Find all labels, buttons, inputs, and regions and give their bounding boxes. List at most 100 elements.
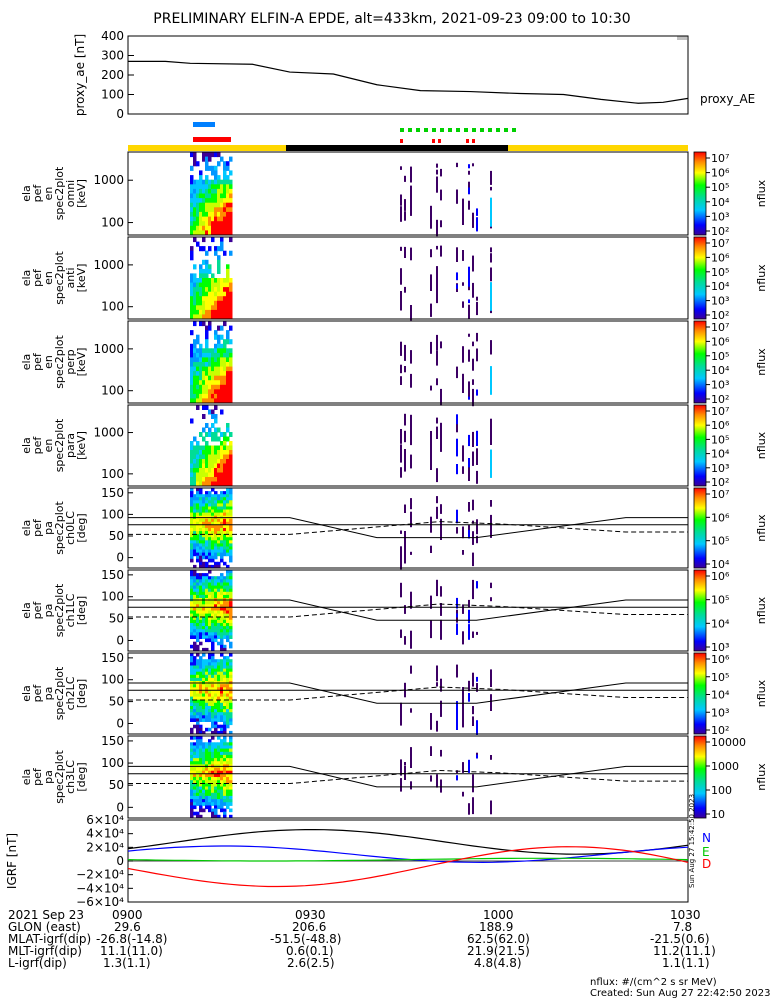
spec-cell	[199, 494, 203, 498]
spec-cell	[220, 789, 224, 794]
spec-cell	[223, 758, 227, 762]
yellow-track-right	[508, 145, 688, 151]
spec-cell	[199, 305, 203, 311]
spec-cell	[220, 601, 224, 605]
spec-cell	[199, 389, 203, 395]
spec-cell	[220, 641, 224, 646]
spec-cell	[214, 811, 218, 816]
panel-ylabel-word: spec2plot	[53, 335, 66, 389]
spec-cell	[196, 357, 200, 363]
spec-cell	[217, 684, 221, 688]
spec-cell	[193, 309, 197, 315]
spec-feature	[400, 702, 402, 716]
spec-cell	[199, 736, 203, 740]
spec-cell	[220, 607, 224, 611]
spec-cell	[202, 393, 206, 399]
cbar-tick-label: 10⁵	[711, 266, 729, 279]
spec-cell	[208, 152, 212, 158]
spec-feature	[430, 595, 432, 609]
spec-cell	[193, 724, 197, 729]
spec-cell	[220, 591, 224, 596]
spec-cell	[205, 751, 209, 756]
spec-cell	[214, 814, 218, 819]
cbar-tick-label: 10⁶	[711, 511, 730, 524]
spec-cell	[202, 282, 206, 288]
spec-cell	[202, 684, 206, 688]
spec-cell	[193, 789, 197, 794]
spec-cell	[229, 814, 233, 819]
spec-cell	[190, 300, 194, 306]
spec-cell	[193, 509, 197, 514]
spec-cell	[208, 445, 212, 451]
spec-cell	[214, 709, 218, 713]
spec-cell	[226, 789, 230, 794]
spec-cell	[214, 808, 218, 813]
spec-cell	[193, 549, 197, 554]
spec-cell	[208, 202, 212, 208]
spec-cell	[199, 555, 203, 560]
spec-cell	[208, 684, 212, 688]
spec-cell	[217, 259, 221, 265]
spec-cell	[190, 616, 194, 621]
spec-cell	[223, 795, 227, 800]
spec-cell	[190, 610, 194, 615]
spec-cell	[211, 348, 215, 354]
spec-cell	[220, 463, 224, 469]
spec-cell	[223, 528, 227, 532]
spec-cell	[199, 773, 203, 778]
spec-cell	[208, 653, 212, 657]
spec-feature	[430, 205, 432, 222]
spec-cell	[205, 754, 209, 759]
spec-cell	[211, 811, 215, 816]
spec-cell	[193, 450, 197, 455]
spec-cell	[208, 463, 212, 469]
spec-cell	[196, 585, 200, 590]
spec-cell	[211, 152, 215, 158]
spec-cell	[226, 792, 230, 797]
spec-cell	[214, 432, 218, 437]
spec-cell	[199, 481, 203, 487]
spec-cell	[205, 221, 209, 227]
spec-cell	[202, 543, 206, 547]
spec-cell	[214, 687, 218, 691]
igrf-tick-label: −2×10⁴	[76, 868, 124, 882]
spec-cell	[217, 384, 221, 390]
cbar-tick-label: 10⁴	[711, 280, 730, 293]
igrf-tick-label: 6×10⁴	[86, 813, 124, 827]
spec-feature	[462, 791, 464, 797]
spec-cell	[217, 616, 221, 621]
spec-cell	[202, 528, 206, 532]
cbar-tick-label: 10²	[711, 309, 729, 322]
spec-feature	[436, 276, 438, 290]
spec-cell	[211, 273, 215, 279]
spec-cell	[190, 549, 194, 554]
spec-feature	[476, 720, 478, 735]
spec-cell	[220, 325, 224, 331]
spec-cell	[199, 696, 203, 701]
spec-cell	[211, 641, 215, 646]
spec-cell	[226, 207, 230, 213]
spec-feature	[462, 445, 464, 462]
spec-cell	[226, 613, 230, 618]
spec-cell	[199, 546, 203, 551]
colorbar	[693, 735, 707, 819]
spec-cell	[202, 659, 206, 663]
spec-cell	[211, 754, 215, 759]
spec-cell	[196, 540, 200, 544]
spec-cell	[214, 221, 218, 227]
green-dash	[512, 128, 516, 132]
spec-cell	[190, 500, 194, 504]
spec-cell	[199, 632, 203, 636]
spec-cell	[220, 644, 224, 649]
green-dash	[496, 128, 500, 132]
spec-cell	[229, 808, 233, 813]
spec-cell	[229, 518, 233, 523]
spec-cell	[226, 534, 230, 538]
spec-cell	[223, 193, 227, 199]
spec-cell	[190, 250, 194, 256]
spec-cell	[214, 175, 218, 181]
spec-feature	[468, 693, 470, 702]
spec-cell	[214, 780, 218, 784]
spec-cell	[208, 579, 212, 583]
spec-cell	[229, 579, 233, 583]
